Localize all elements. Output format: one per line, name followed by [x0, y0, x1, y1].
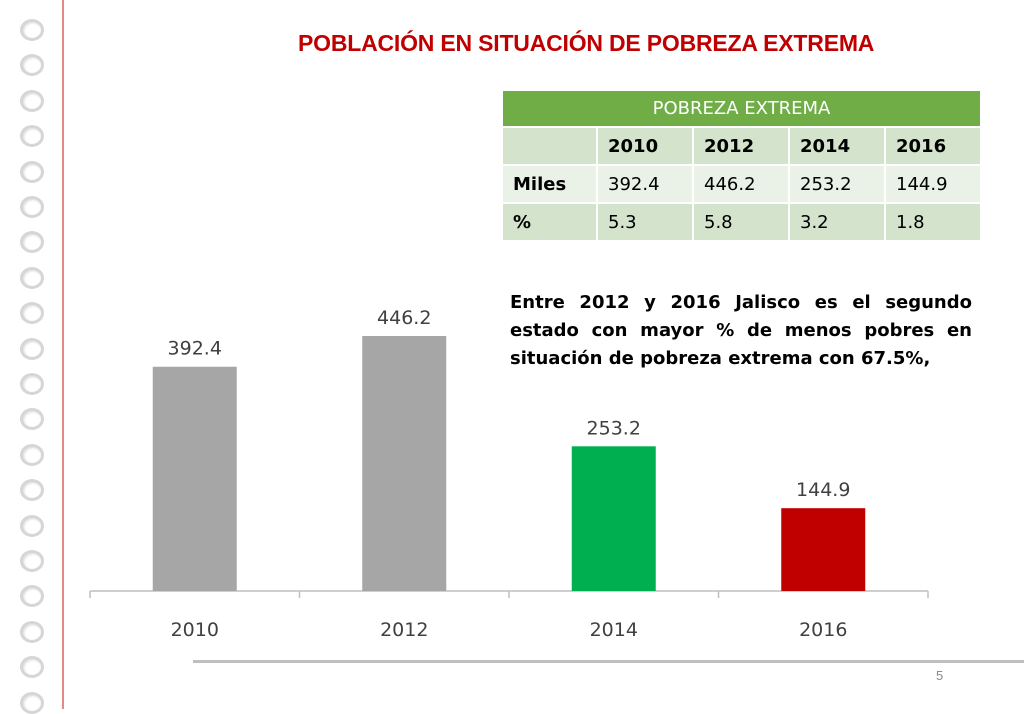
table-cell: 5.8 [694, 204, 790, 242]
table-row-label: % [503, 204, 598, 242]
x-tick-label: 2010 [171, 619, 219, 641]
table-cell: 3.2 [790, 204, 886, 242]
ring-hole [20, 125, 44, 148]
table-column-header: 2014 [790, 128, 886, 166]
ring-hole [20, 373, 44, 395]
ring-hole [20, 337, 44, 360]
ring-hole [20, 89, 44, 112]
annotation-text: Entre 2012 y 2016 Jalisco es el segundo … [510, 292, 972, 369]
ring-hole [20, 266, 44, 289]
data-label: 392.4 [168, 338, 222, 360]
ring-hole [20, 19, 44, 41]
ring-hole [20, 408, 44, 431]
ring-hole [20, 656, 44, 679]
ring-hole [20, 196, 44, 218]
table-column-header: 2010 [598, 128, 694, 166]
table-row: 2010 2012 2014 2016 [503, 128, 982, 166]
ring-hole [20, 585, 44, 608]
bar-2014 [571, 446, 656, 591]
ring-hole [20, 443, 44, 466]
footer-line [193, 660, 1024, 663]
data-table: POBREZA EXTREMA 2010 2012 2014 2016 Mile… [503, 91, 982, 242]
table-cell: 392.4 [598, 166, 694, 204]
ring-hole [20, 479, 44, 502]
x-tick-label: 2014 [590, 619, 638, 641]
table-cell: 5.3 [598, 204, 694, 242]
bar-2012 [362, 336, 447, 591]
table-corner-cell [503, 128, 598, 166]
ring-hole [20, 620, 44, 643]
notebook-rings [0, 0, 60, 714]
table-cell: 253.2 [790, 166, 886, 204]
table-row: % 5.3 5.8 3.2 1.8 [503, 204, 982, 242]
x-tick-label: 2012 [380, 619, 428, 641]
ring-hole [20, 514, 44, 537]
table-column-header: 2016 [886, 128, 982, 166]
margin-line [62, 0, 64, 709]
table-column-header: 2012 [694, 128, 790, 166]
table-cell: 446.2 [694, 166, 790, 204]
ring-hole [20, 231, 44, 254]
ring-hole [20, 302, 44, 325]
page-number: 5 [936, 668, 944, 683]
table-cell: 1.8 [886, 204, 982, 242]
ring-hole [20, 160, 44, 183]
table-row: Miles 392.4 446.2 253.2 144.9 [503, 166, 982, 204]
ring-hole [20, 54, 44, 77]
bar-2010 [152, 366, 237, 591]
bar-2016 [781, 508, 866, 591]
data-label: 446.2 [377, 307, 431, 329]
table-cell: 144.9 [886, 166, 982, 204]
table-header: POBREZA EXTREMA [503, 91, 982, 128]
data-label: 253.2 [587, 417, 641, 439]
ring-hole [20, 550, 44, 572]
x-tick-label: 2016 [799, 619, 847, 641]
table-row-label: Miles [503, 166, 598, 204]
page-title: POBLACIÓN EN SITUACIÓN DE POBREZA EXTREM… [298, 30, 875, 56]
data-label: 144.9 [796, 479, 850, 501]
